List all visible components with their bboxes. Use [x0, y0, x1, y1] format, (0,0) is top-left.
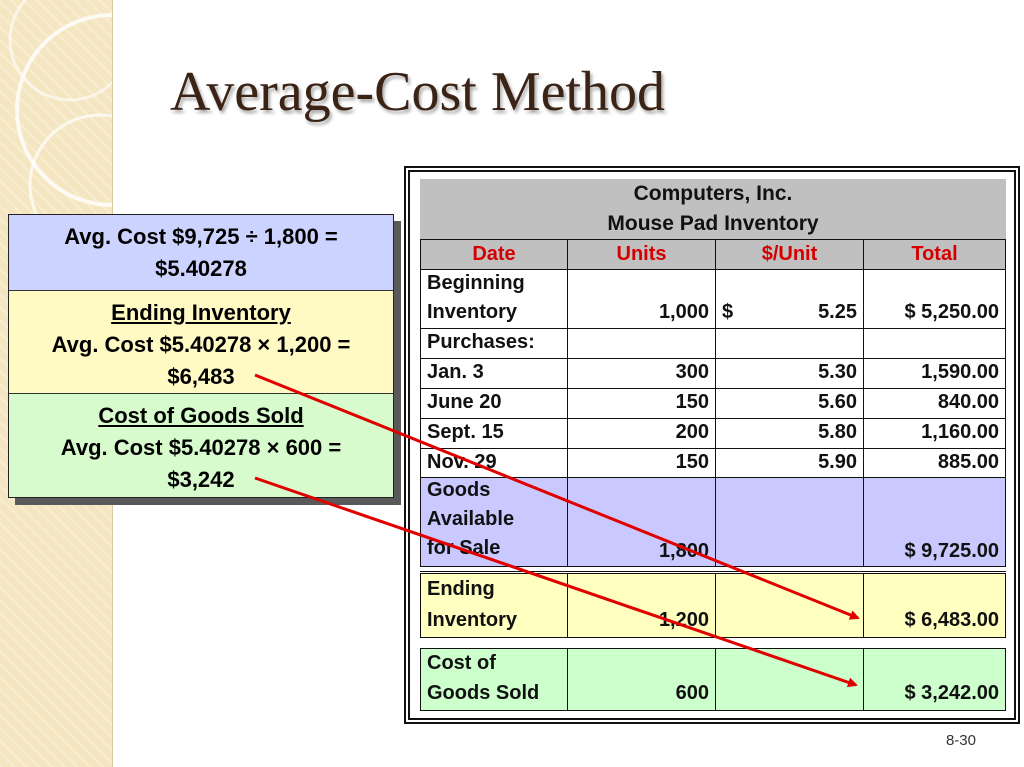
table-row-jan3: Jan. 3 300 5.30 1,590.00 — [420, 358, 1006, 388]
goods-available-total: $ 9,725.00 — [904, 540, 999, 562]
beginning-total: $ 5,250.00 — [904, 301, 999, 323]
ending-inventory-formula: Avg. Cost $5.40278 × 1,200 = — [51, 332, 351, 357]
sept15-units: 200 — [675, 421, 709, 443]
slide-title: Average-Cost Method — [170, 61, 666, 123]
table-company-name: Computers, Inc. — [420, 179, 1006, 209]
goods-available-label-1: Goods — [427, 479, 491, 501]
table-row-goods-available: Goods Available for Sale 1,800 $ 9,725.0… — [420, 477, 1006, 566]
column-header-date: Date — [472, 243, 516, 265]
table-subtitle: Mouse Pad Inventory — [420, 209, 1006, 239]
cogs-result: $3,242 — [167, 467, 235, 492]
column-header-units: Units — [616, 243, 667, 265]
table-row-ending-inventory: Ending Inventory 1,200 $ 6,483.00 — [420, 573, 1006, 637]
nov29-unit-cost: 5.90 — [818, 451, 857, 473]
sept15-date: Sept. 15 — [427, 421, 504, 443]
ending-inventory-label-1: Ending — [427, 578, 495, 600]
column-header-total: Total — [911, 243, 958, 265]
cogs-box: Cost of Goods Sold Avg. Cost $5.40278 × … — [9, 394, 393, 497]
table-row-june20: June 20 150 5.60 840.00 — [420, 388, 1006, 418]
column-header-unit-cost: $/Unit — [761, 243, 818, 265]
goods-available-units: 1,800 — [658, 540, 709, 562]
cogs-heading: Cost of Goods Sold — [98, 403, 304, 428]
june20-total: 840.00 — [937, 391, 999, 413]
table-row-sept15: Sept. 15 200 5.80 1,160.00 — [420, 418, 1006, 448]
beginning-dollar-sign: $ — [722, 301, 734, 323]
ending-inventory-total: $ 6,483.00 — [904, 609, 999, 631]
cogs-units: 600 — [675, 682, 709, 704]
beginning-label-1: Beginning — [427, 272, 525, 294]
ending-inventory-heading: Ending Inventory — [111, 300, 291, 325]
cogs-formula: Avg. Cost $5.40278 × 600 = — [60, 435, 342, 460]
goods-available-label-2: Available — [427, 508, 515, 530]
ending-inventory-label-2: Inventory — [427, 609, 518, 631]
table-row-cogs: Cost of Goods Sold 600 $ 3,242.00 — [420, 648, 1006, 710]
june20-units: 150 — [675, 391, 709, 413]
beginning-units: 1,000 — [658, 301, 709, 323]
sept15-total: 1,160.00 — [921, 421, 999, 443]
jan3-date: Jan. 3 — [427, 361, 484, 383]
table-row-beginning: Beginning Inventory 1,000 $ 5.25 $ 5,250… — [420, 269, 1006, 328]
column-header-row: Date Units $/Unit Total — [420, 239, 1006, 269]
cogs-total: $ 3,242.00 — [904, 682, 999, 704]
table-row-nov29: Nov. 29 150 5.90 885.00 — [420, 448, 1006, 477]
cogs-label-1: Cost of — [427, 652, 496, 674]
calculation-callout: Avg. Cost $9,725 ÷ 1,800 = $5.40278 Endi… — [8, 214, 394, 498]
nov29-total: 885.00 — [937, 451, 999, 473]
ending-inventory-box: Ending Inventory Avg. Cost $5.40278 × 1,… — [9, 291, 393, 394]
page-number: 8-30 — [945, 732, 976, 749]
average-cost-box: Avg. Cost $9,725 ÷ 1,800 = $5.40278 — [9, 215, 393, 291]
nov29-date: Nov. 29 — [427, 451, 497, 473]
inventory-table: Computers, Inc. Mouse Pad Inventory Date… — [406, 168, 1018, 722]
ending-inventory-result: $6,483 — [167, 364, 235, 389]
june20-unit-cost: 5.60 — [818, 391, 857, 413]
cogs-label-2: Goods Sold — [427, 682, 540, 704]
jan3-total: 1,590.00 — [921, 361, 999, 383]
average-cost-result: $5.40278 — [155, 256, 247, 281]
purchases-label: Purchases: — [427, 331, 535, 353]
jan3-unit-cost: 5.30 — [818, 361, 857, 383]
beginning-unit-cost: 5.25 — [818, 301, 857, 323]
jan3-units: 300 — [675, 361, 709, 383]
average-cost-formula: Avg. Cost $9,725 ÷ 1,800 = — [64, 224, 338, 249]
table-row-purchases: Purchases: — [420, 328, 1006, 358]
nov29-units: 150 — [675, 451, 709, 473]
goods-available-label-3: for Sale — [427, 537, 501, 559]
ending-inventory-units: 1,200 — [658, 609, 709, 631]
beginning-label-2: Inventory — [427, 301, 518, 323]
june20-date: June 20 — [427, 391, 502, 413]
sept15-unit-cost: 5.80 — [818, 421, 857, 443]
